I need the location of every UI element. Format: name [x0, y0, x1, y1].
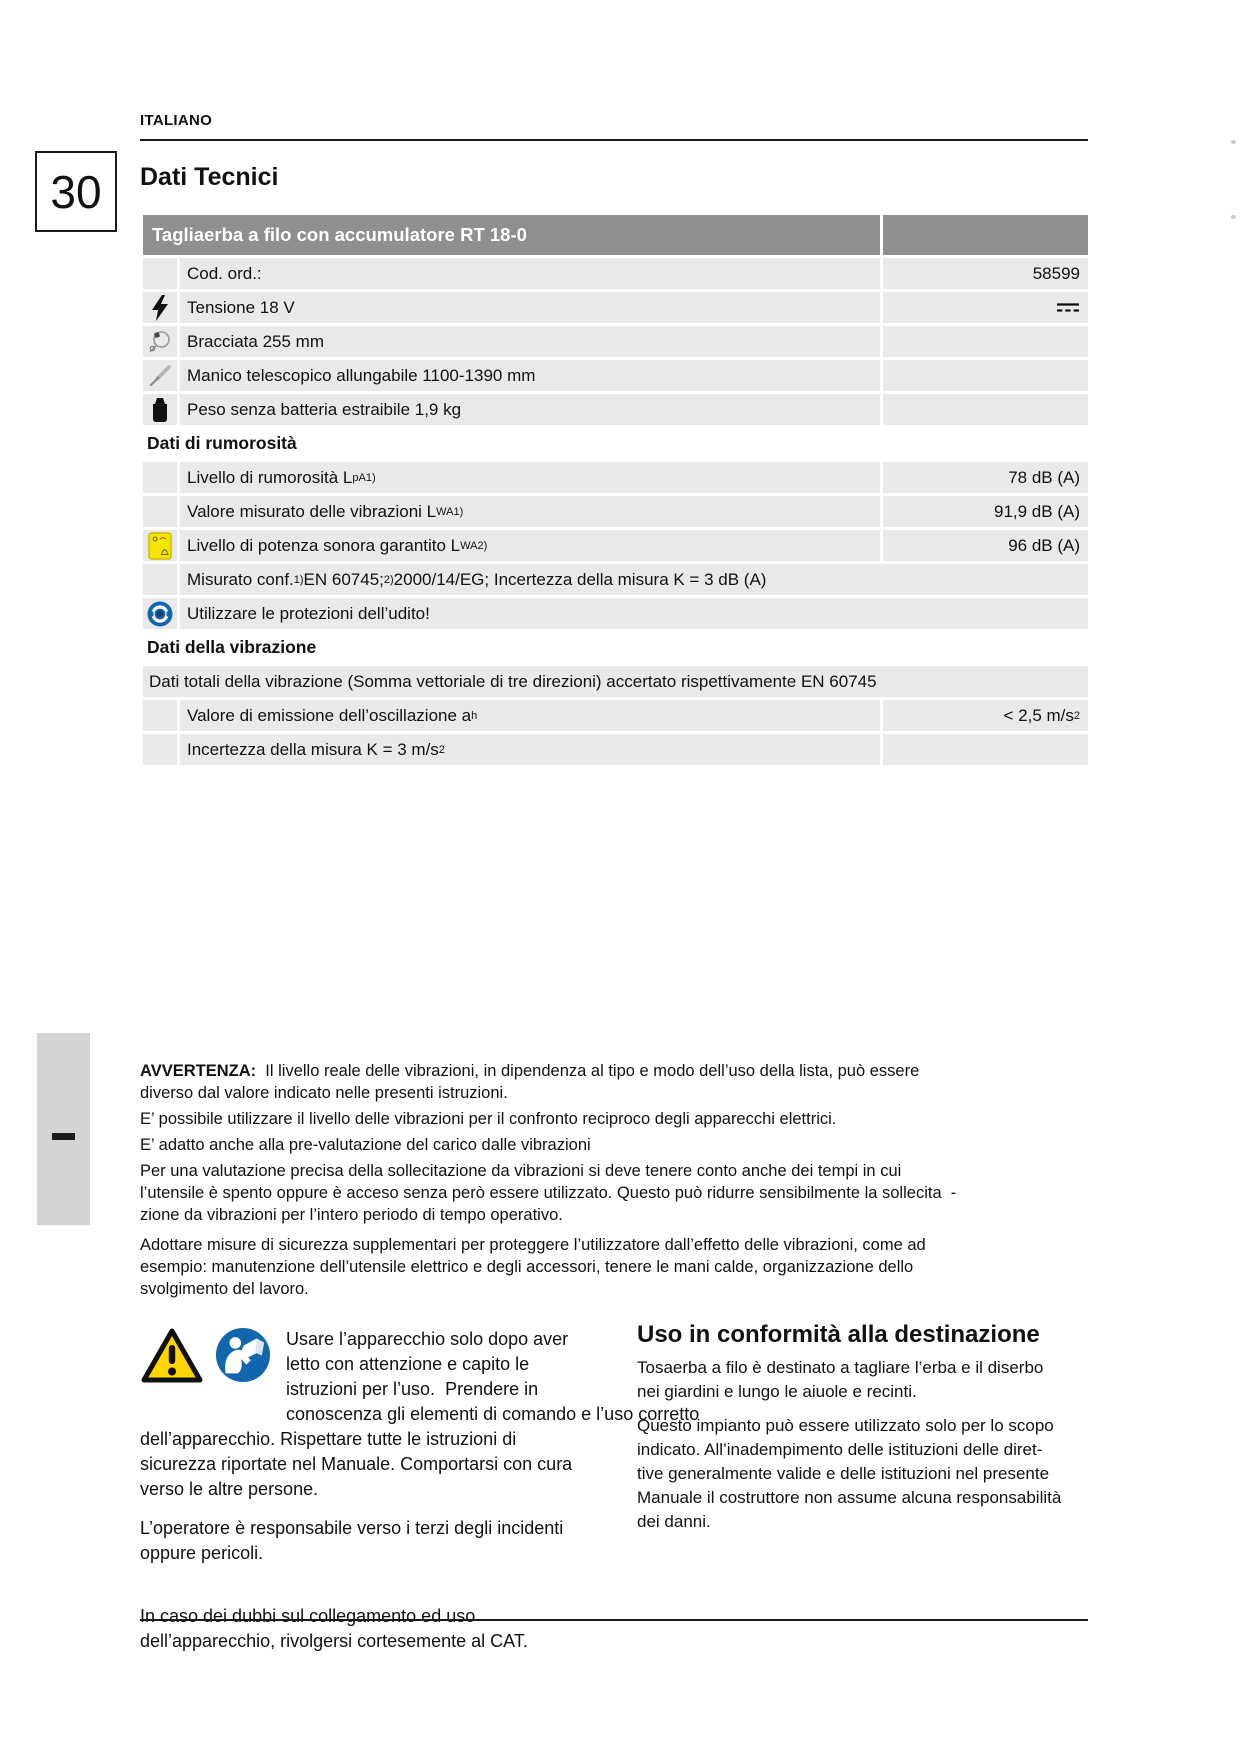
telescopic-handle-icon	[143, 360, 177, 391]
footer-rule	[140, 1619, 1088, 1621]
table-cell-label: Peso senza batteria estraibile 1,9 kg	[180, 394, 880, 425]
table-cell-icon-empty	[143, 734, 177, 765]
intended-use-heading: Uso in conformità alla destinazione	[637, 1321, 1040, 1348]
table-row: Bracciata 255 mm	[143, 326, 1088, 357]
table-cell-label: Utilizzare le protezioni dell’udito!	[180, 598, 1088, 629]
page-edge-mark	[1231, 215, 1236, 219]
intended-use-paragraph: Tosaerba a filo è destinato a tagliare l…	[637, 1358, 1044, 1401]
table-row: Cod. ord.: 58599	[143, 258, 1088, 289]
table-cell-label: Livello di potenza sonora garantito L WA 2…	[180, 530, 880, 561]
table-row: Utilizzare le protezioni dell’udito!	[143, 598, 1088, 629]
table-cell-icon-empty	[143, 258, 177, 289]
lightning-icon	[143, 292, 177, 323]
table-row: Livello di potenza sonora garantito L WA 2…	[143, 530, 1088, 561]
table-cell-label: Bracciata 255 mm	[180, 326, 880, 357]
margin-fold-box	[37, 1033, 90, 1225]
table-cell-value	[883, 326, 1088, 357]
bottom-left-column: Usare l’apparecchio solo dopo aver letto…	[140, 1327, 700, 1654]
fold-mark	[52, 1133, 75, 1140]
usage-notice-text: Usare l’apparecchio solo dopo aver letto…	[140, 1329, 700, 1499]
table-cell-icon-empty	[143, 564, 177, 595]
read-manual-icon	[215, 1327, 271, 1390]
page-number-box: 30	[35, 151, 117, 232]
warning-triangle-icon	[140, 1327, 204, 1392]
safety-icon-group	[140, 1327, 286, 1405]
page-number: 30	[50, 165, 102, 218]
table-cell-value	[883, 292, 1088, 323]
table-row: Misurato conf. 1) EN 60745; 2) 2000/14/EG…	[143, 564, 1088, 595]
table-row: Peso senza batteria estraibile 1,9 kg	[143, 394, 1088, 425]
table-row: Incertezza della misura K = 3 m/s 2	[143, 734, 1088, 765]
table-row: Dati totali della vibrazione (Somma vett…	[143, 666, 1088, 697]
table-cell-value	[883, 394, 1088, 425]
table-cell-value: 96 dB (A)	[883, 530, 1088, 561]
ear-protection-icon	[143, 598, 177, 629]
page-title: Dati Tecnici	[140, 163, 279, 191]
table-cell-label: Incertezza della misura K = 3 m/s 2	[180, 734, 880, 765]
table-cell-value: 91,9 dB (A)	[883, 496, 1088, 527]
warning-paragraph: Adottare misure di sicurezza supplementa…	[140, 1236, 926, 1298]
table-row: Tensione 18 V	[143, 292, 1088, 323]
weight-icon	[143, 394, 177, 425]
table-header-row: Tagliaerba a filo con accumulatore RT 18…	[143, 215, 1088, 255]
table-section-row: Dati della vibrazione	[143, 632, 1088, 663]
table-row: Valore misurato delle vibrazioni L WA 1) 91…	[143, 496, 1088, 527]
operator-responsibility-text: L’operatore è responsabile verso i terzi…	[140, 1518, 564, 1563]
header-rule	[140, 139, 1088, 141]
table-cell-label: Misurato conf. 1) EN 60745; 2) 2000/14/EG…	[180, 564, 1088, 595]
warning-paragraph: E’ adatto anche alla pre-valutazione del…	[140, 1136, 591, 1154]
table-cell-value	[883, 734, 1088, 765]
table-cell-value: 78 dB (A)	[883, 462, 1088, 493]
table-header-value-cell	[883, 215, 1088, 255]
contact-cat-text: In caso dei dubbi sul collegamento ed us…	[140, 1606, 528, 1651]
page-edge-mark	[1231, 140, 1236, 144]
table-cell-label: Valore misurato delle vibrazioni L WA 1)	[180, 496, 880, 527]
language-label: ITALIANO	[140, 112, 213, 129]
table-cell-icon-empty	[143, 700, 177, 731]
tech-data-table: Tagliaerba a filo con accumulatore RT 18…	[143, 215, 1088, 768]
table-cell-label: Tensione 18 V	[180, 292, 880, 323]
dc-symbol	[1056, 301, 1080, 314]
warning-paragraph: Per una valutazione precisa della sollec…	[140, 1162, 957, 1224]
table-cell-icon-empty	[143, 496, 177, 527]
table-section-row: Dati di rumorosità	[143, 428, 1088, 459]
warning-paragraph: AVVERTENZA: Il livello reale delle vibra…	[140, 1062, 920, 1102]
table-cell-value: 58599	[883, 258, 1088, 289]
noise-label-icon	[143, 530, 177, 561]
cutting-width-icon	[143, 326, 177, 357]
table-cell-label: Manico telescopico allungabile 1100-1390…	[180, 360, 880, 391]
warning-lead: AVVERTENZA:	[140, 1062, 257, 1080]
vibration-warning-block: AVVERTENZA: Il livello reale delle vibra…	[140, 1060, 1100, 1304]
table-header-title-cell: Tagliaerba a filo con accumulatore RT 18…	[143, 215, 880, 255]
table-cell-label: Cod. ord.:	[180, 258, 880, 289]
intended-use-paragraph: Questo impianto può essere utilizzato so…	[637, 1416, 1062, 1531]
warning-paragraph: E’ possibile utilizzare il livello delle…	[140, 1110, 837, 1128]
table-row: Manico telescopico allungabile 1100-1390…	[143, 360, 1088, 391]
table-cell-value: < 2,5 m/s 2	[883, 700, 1088, 731]
table-cell-value	[883, 360, 1088, 391]
tech-table-rows: Cod. ord.: 58599 Tensione 18 V Bracciata 25…	[143, 258, 1088, 765]
read-manual-notice: Usare l’apparecchio solo dopo aver letto…	[140, 1327, 700, 1502]
bottom-right-column: Uso in conformità alla destinazione Tosa…	[637, 1322, 1107, 1534]
table-cell-icon-empty	[143, 462, 177, 493]
